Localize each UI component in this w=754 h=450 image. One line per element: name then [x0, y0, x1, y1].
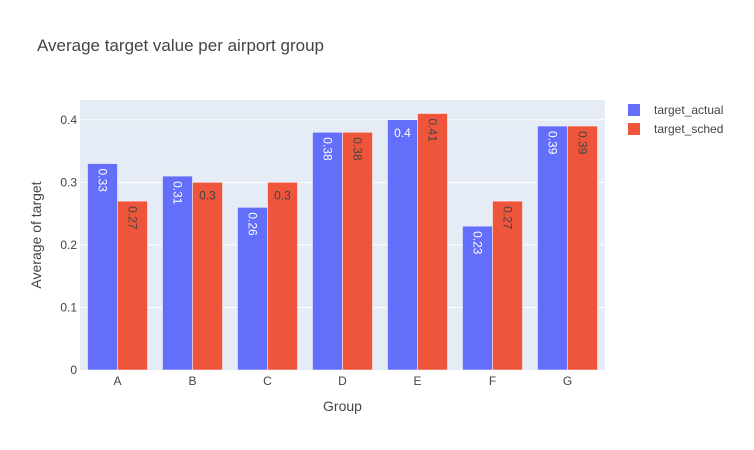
- bar-target_actual-G: [537, 125, 568, 371]
- bar-label-target_sched-F: 0.27: [501, 206, 515, 230]
- bar-label-target_actual-A: 0.33: [96, 169, 110, 193]
- bar-target_actual-B: [162, 175, 193, 371]
- y-tick-label: 0: [70, 363, 77, 377]
- bar-label-target_actual-D: 0.38: [321, 137, 335, 161]
- x-tick-label: E: [413, 374, 421, 388]
- chart-title: Average target value per airport group: [37, 36, 324, 55]
- legend-label-target_actual: target_actual: [654, 103, 723, 117]
- y-axis-title: Average of target: [28, 181, 44, 288]
- bar-label-target_sched-A: 0.27: [126, 206, 140, 230]
- bar-target_sched-F: [492, 200, 523, 371]
- bar-target_sched-B: [192, 182, 223, 371]
- legend-label-target_sched: target_sched: [654, 122, 723, 136]
- x-tick-label: C: [263, 374, 272, 388]
- bar-target_sched-E: [417, 113, 448, 371]
- bar-label-target_actual-G: 0.39: [546, 131, 560, 155]
- bar-target_sched-D: [342, 132, 373, 371]
- bars: [87, 113, 598, 371]
- bar-target_sched-C: [267, 182, 298, 371]
- bar-target_sched-A: [117, 200, 148, 371]
- bar-target_sched-G: [567, 125, 598, 371]
- x-tick-label: D: [338, 374, 347, 388]
- x-tick-label: A: [113, 374, 121, 388]
- bar-label-target_actual-E: 0.4: [394, 126, 411, 140]
- legend: target_actual target_sched: [628, 103, 723, 136]
- bar-label-target_sched-C: 0.3: [274, 188, 291, 202]
- bar-label-target_sched-B: 0.3: [199, 188, 216, 202]
- bar-target_actual-C: [237, 207, 268, 371]
- bar-target_actual-A: [87, 163, 118, 371]
- bar-label-target_actual-B: 0.31: [171, 181, 185, 205]
- bar-label-target_sched-D: 0.38: [351, 137, 365, 161]
- legend-swatch-target_actual: [628, 104, 640, 116]
- x-axis-title: Group: [323, 398, 362, 414]
- bar-label-target_sched-G: 0.39: [576, 131, 590, 155]
- bar-target_actual-E: [387, 119, 418, 371]
- bar-label-target_actual-F: 0.23: [471, 231, 485, 255]
- y-tick-label: 0.4: [60, 113, 77, 127]
- y-tick-label: 0.2: [60, 238, 77, 252]
- x-tick-label: B: [188, 374, 196, 388]
- bar-target_actual-F: [462, 225, 493, 371]
- legend-swatch-target_sched: [628, 123, 640, 135]
- y-tick-label: 0.3: [60, 175, 77, 189]
- x-tick-label: F: [489, 374, 496, 388]
- y-axis-ticks: 0 0.1 0.2 0.3 0.4: [60, 113, 77, 377]
- y-tick-label: 0.1: [60, 300, 77, 314]
- bar-label-target_actual-C: 0.26: [246, 212, 260, 236]
- bar-label-target_sched-E: 0.41: [426, 119, 440, 143]
- x-axis-ticks: A B C D E F G: [113, 374, 572, 388]
- bar-labels: 0.33 0.27 0.31 0.3 0.26 0.3 0.38 0.38 0.4 0.41 0.2…: [96, 119, 590, 255]
- bar-target_actual-D: [312, 132, 343, 371]
- x-tick-label: G: [563, 374, 572, 388]
